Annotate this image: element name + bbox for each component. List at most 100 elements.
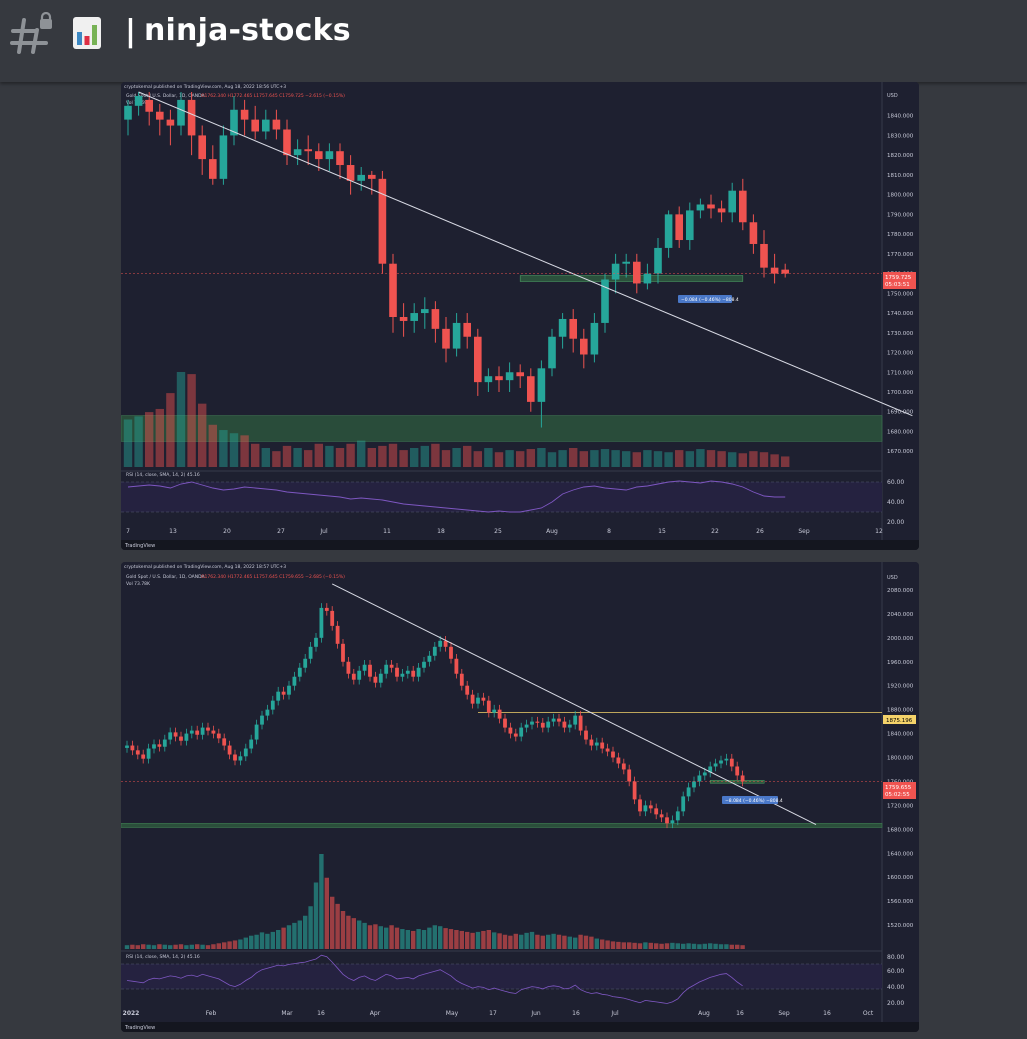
candle-body xyxy=(421,309,429,314)
x-axis-tick: 13 xyxy=(169,528,177,535)
volume-bar xyxy=(590,450,599,467)
volume-bar xyxy=(394,927,400,949)
volume-bar xyxy=(198,403,207,467)
x-axis-tick: 27 xyxy=(277,528,285,535)
x-axis-tick: Oct xyxy=(863,1010,874,1017)
x-axis-tick: 7 xyxy=(126,528,130,535)
volume-bar xyxy=(524,932,529,949)
volume-bar xyxy=(178,944,184,949)
volume-bar xyxy=(459,930,464,949)
volume-bar xyxy=(696,449,705,467)
candle-body xyxy=(206,727,210,731)
volume-bar xyxy=(124,945,130,949)
volume-bar xyxy=(330,896,335,949)
volume-bar xyxy=(470,932,475,949)
volume-bar xyxy=(367,925,373,949)
volume-bar xyxy=(427,927,432,949)
volume-bar xyxy=(556,934,562,949)
volume-bar xyxy=(173,944,178,949)
volume-bar xyxy=(728,452,737,467)
volume-bar xyxy=(508,935,513,949)
volume-bar xyxy=(484,448,493,467)
volume-bar xyxy=(187,374,196,467)
x-axis-tick: 15 xyxy=(658,528,666,535)
volume-bar xyxy=(389,925,394,949)
volume-bar xyxy=(176,372,186,467)
candle-body xyxy=(535,721,540,723)
volume-bar xyxy=(589,936,594,949)
volume-bar xyxy=(611,450,620,467)
candle-body xyxy=(648,805,653,809)
candle-body xyxy=(384,664,389,674)
volume-bar xyxy=(578,934,583,949)
ohlc-line: O1762.340 H1772.465 L1757.645 C1759.725 … xyxy=(201,93,345,99)
x-axis-tick: Jul xyxy=(610,1010,619,1017)
y-axis-tick: 1670.000 xyxy=(887,449,914,455)
volume-bar xyxy=(141,944,146,949)
x-axis-tick: 2022 xyxy=(123,1010,140,1017)
volume-bar xyxy=(567,936,572,949)
volume-bar xyxy=(416,929,421,949)
candle-body xyxy=(251,119,259,132)
price-tag xyxy=(883,782,916,799)
volume-bar xyxy=(546,934,551,949)
volume-bar xyxy=(654,943,659,949)
y-axis-tick: 1710.000 xyxy=(887,370,914,376)
chart-image-2[interactable]: cryptokemal published on TradingView.com… xyxy=(121,562,919,1032)
y-axis-tick: 1920.000 xyxy=(887,684,914,690)
volume-bar xyxy=(431,443,440,467)
candle-body xyxy=(270,700,275,710)
volume-label: Vol 73.78K xyxy=(126,581,151,587)
volume-bar xyxy=(297,920,302,949)
candle-body xyxy=(681,796,686,812)
candle-body xyxy=(584,730,588,740)
volume-bar xyxy=(208,424,217,467)
volume-bar xyxy=(632,452,641,467)
candle-body xyxy=(189,730,194,734)
volume-bar xyxy=(713,943,718,949)
volume-bar xyxy=(637,943,643,949)
y-axis-tick: 1800.000 xyxy=(887,756,914,762)
volume-bar xyxy=(308,906,313,949)
candle-body xyxy=(325,151,334,160)
volume-bar xyxy=(621,942,626,949)
candle-body xyxy=(495,376,503,381)
volume-bar xyxy=(166,393,175,467)
rsi-line xyxy=(127,480,786,513)
support-zone xyxy=(121,415,883,442)
volume-bar xyxy=(420,445,429,467)
chart-1-svg: cryptokemal published on TradingView.com… xyxy=(121,82,919,550)
chart-image-1[interactable]: cryptokemal published on TradingView.com… xyxy=(121,82,919,550)
candle-body xyxy=(558,318,567,337)
x-axis-tick: Aug xyxy=(546,528,558,535)
candle-body xyxy=(702,772,707,776)
price-tag-countdown: 05:03:51 xyxy=(885,282,910,288)
candle-body xyxy=(177,99,185,126)
candle-body xyxy=(781,269,789,274)
x-axis-tick: Aug xyxy=(698,1010,710,1017)
candle-body xyxy=(548,336,556,369)
volume-bar xyxy=(622,451,631,467)
volume-bar xyxy=(240,435,249,467)
volume-bar xyxy=(216,943,221,949)
volume-bar xyxy=(399,450,408,467)
volume-bar xyxy=(254,934,259,949)
volume-bar xyxy=(232,940,238,949)
candle-body xyxy=(187,99,196,136)
channel-name[interactable]: ninja-stocks xyxy=(144,13,351,48)
candle-body xyxy=(516,372,524,377)
ohlc-line: O1762.340 H1772.465 L1757.645 C1759.655 … xyxy=(201,574,345,580)
candle-body xyxy=(633,261,641,284)
volume-bar xyxy=(759,452,769,467)
volume-bar xyxy=(432,925,437,949)
candle-body xyxy=(622,261,630,264)
rsi-label: RSI (14, close, SMA, 14, 2) 45.16 xyxy=(126,954,200,960)
candle-body xyxy=(749,222,758,244)
candle-body xyxy=(463,322,471,337)
volume-bar xyxy=(681,943,686,949)
candle-body xyxy=(442,328,450,349)
candle-body xyxy=(145,99,153,112)
volume-bar xyxy=(502,934,508,949)
candle-body xyxy=(378,673,383,683)
volume-bar xyxy=(706,450,716,467)
